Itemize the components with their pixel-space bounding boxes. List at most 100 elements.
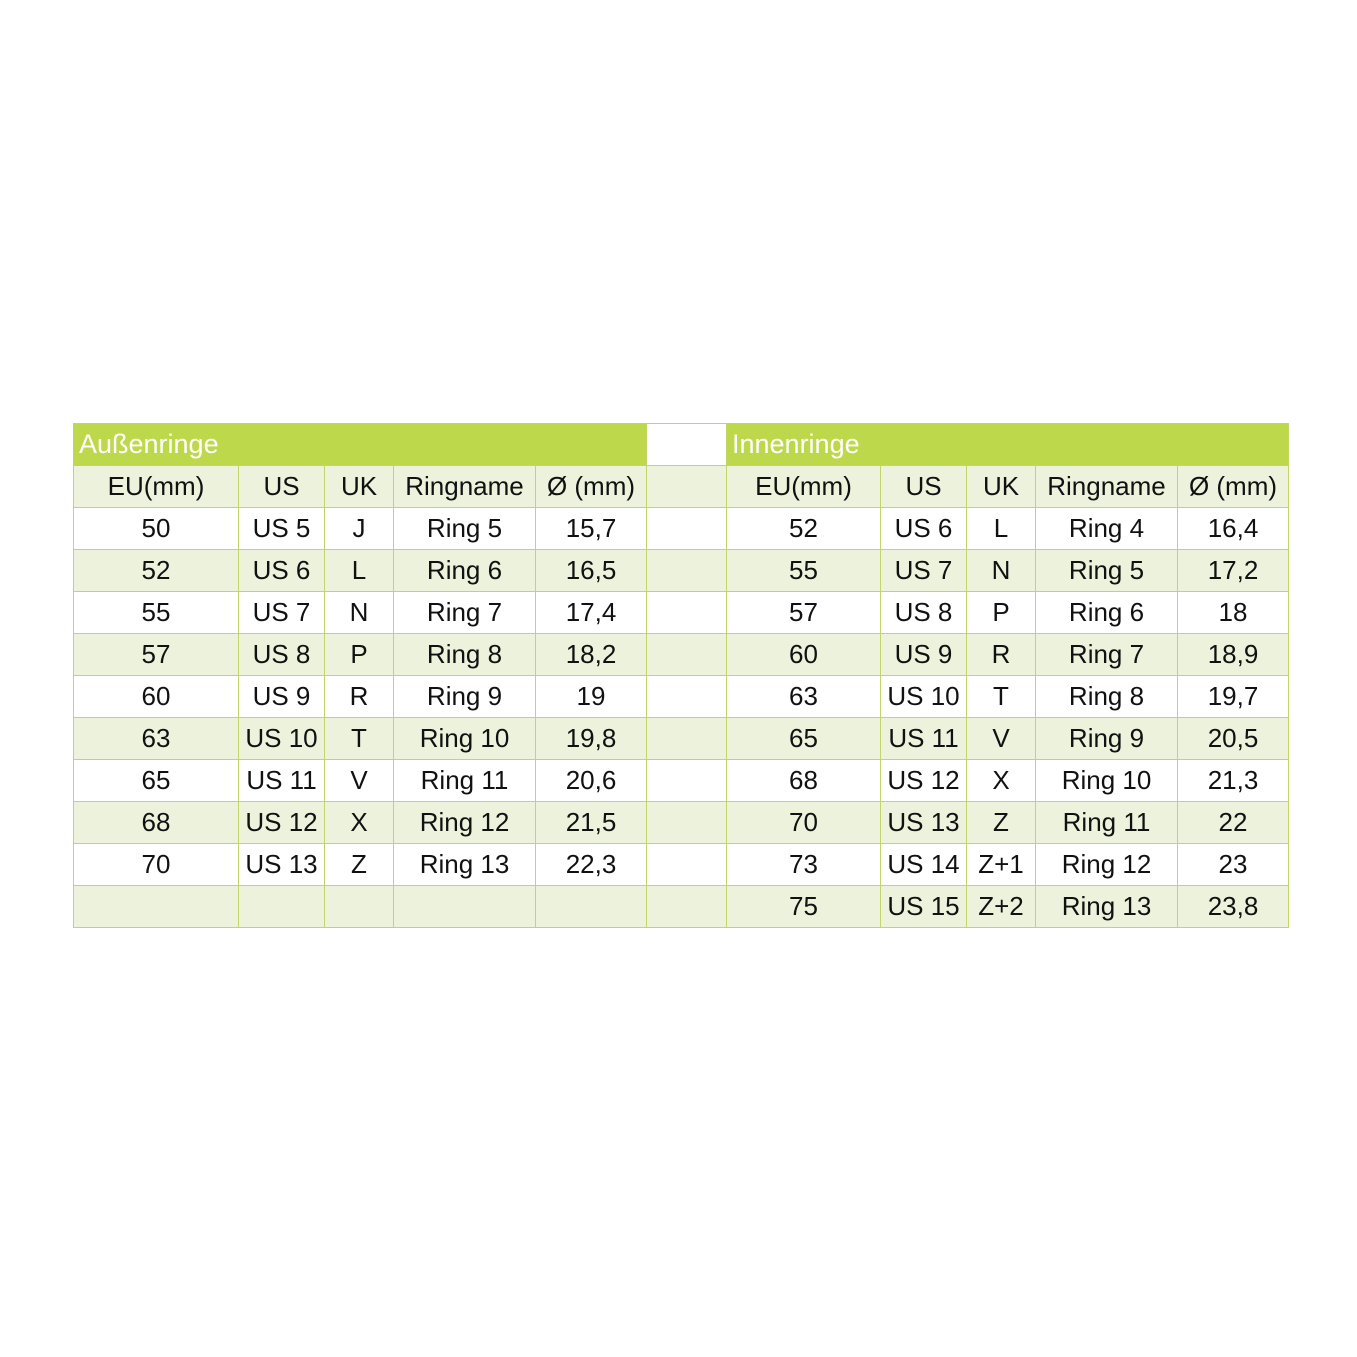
outer-cell: US 13 [238, 843, 325, 886]
inner-cell: Z [966, 801, 1036, 844]
inner-cell: 22 [1177, 801, 1289, 844]
column-header: Ø (mm) [535, 465, 647, 508]
table-row: 63 US 10 T Ring 10 19,8 65 US 11 V Ring 9 20,5 [73, 717, 1289, 760]
inner-cell: US 9 [880, 633, 967, 676]
column-header: Ringname [1035, 465, 1178, 508]
outer-cell: US 7 [238, 591, 325, 634]
inner-cell: 23,8 [1177, 885, 1289, 928]
inner-cell: US 10 [880, 675, 967, 718]
inner-cell: 52 [726, 507, 881, 550]
outer-cell: US 9 [238, 675, 325, 718]
outer-cell: 65 [73, 759, 239, 802]
inner-cell: P [966, 591, 1036, 634]
inner-cell: 68 [726, 759, 881, 802]
inner-cell: R [966, 633, 1036, 676]
outer-cell: X [324, 801, 394, 844]
inner-cell: US 15 [880, 885, 967, 928]
outer-cell: 21,5 [535, 801, 647, 844]
outer-cell: 19,8 [535, 717, 647, 760]
inner-cell: L [966, 507, 1036, 550]
outer-cell: Ring 7 [393, 591, 536, 634]
spacer-cell [646, 507, 727, 550]
outer-cell: 70 [73, 843, 239, 886]
outer-cell: 19 [535, 675, 647, 718]
inner-cell: Z+1 [966, 843, 1036, 886]
inner-cell: 60 [726, 633, 881, 676]
outer-cell: 17,4 [535, 591, 647, 634]
inner-cell: T [966, 675, 1036, 718]
inner-cell: 21,3 [1177, 759, 1289, 802]
outer-cell: V [324, 759, 394, 802]
outer-cell: US 12 [238, 801, 325, 844]
inner-cell: Ring 4 [1035, 507, 1178, 550]
inner-cell: 70 [726, 801, 881, 844]
inner-title: Innenringe [726, 423, 1289, 466]
outer-cell: Ring 10 [393, 717, 536, 760]
spacer-cell [646, 591, 727, 634]
inner-cell: 75 [726, 885, 881, 928]
table-row: 70 US 13 Z Ring 13 22,3 73 US 14 Z+1 Ring 12 23 [73, 843, 1289, 886]
spacer-cell [646, 717, 727, 760]
inner-cell: N [966, 549, 1036, 592]
outer-cell: 50 [73, 507, 239, 550]
table-row: 57 US 8 P Ring 8 18,2 60 US 9 R Ring 7 18,9 [73, 633, 1289, 676]
outer-cell: Ring 6 [393, 549, 536, 592]
outer-cell: 20,6 [535, 759, 647, 802]
inner-cell: US 12 [880, 759, 967, 802]
inner-cell: US 8 [880, 591, 967, 634]
table-row: 52 US 6 L Ring 6 16,5 55 US 7 N Ring 5 17,2 [73, 549, 1289, 592]
spacer-cell [646, 759, 727, 802]
outer-cell: Ring 12 [393, 801, 536, 844]
ring-size-table: Außenringe Innenringe EU(mm) US UK Ringname Ø … [73, 423, 1289, 928]
outer-cell: R [324, 675, 394, 718]
inner-cell: 65 [726, 717, 881, 760]
outer-cell: Z [324, 843, 394, 886]
outer-cell: Ring 5 [393, 507, 536, 550]
column-header: Ringname [393, 465, 536, 508]
title-row: Außenringe Innenringe [73, 423, 1289, 466]
inner-cell: US 11 [880, 717, 967, 760]
outer-cell: Ring 9 [393, 675, 536, 718]
outer-cell [324, 885, 394, 928]
column-header: US [880, 465, 967, 508]
table-row: 60 US 9 R Ring 9 19 63 US 10 T Ring 8 19,7 [73, 675, 1289, 718]
inner-cell: Ring 9 [1035, 717, 1178, 760]
spacer-cell [646, 675, 727, 718]
inner-cell: Ring 13 [1035, 885, 1178, 928]
column-header: EU(mm) [726, 465, 881, 508]
outer-cell [535, 885, 647, 928]
outer-cell: US 5 [238, 507, 325, 550]
outer-cell: Ring 8 [393, 633, 536, 676]
inner-cell: Z+2 [966, 885, 1036, 928]
inner-cell: 17,2 [1177, 549, 1289, 592]
outer-cell: 18,2 [535, 633, 647, 676]
outer-cell: N [324, 591, 394, 634]
inner-cell: 18,9 [1177, 633, 1289, 676]
outer-cell: P [324, 633, 394, 676]
spacer-cell [646, 549, 727, 592]
outer-cell [393, 885, 536, 928]
column-header: Ø (mm) [1177, 465, 1289, 508]
inner-cell: Ring 11 [1035, 801, 1178, 844]
outer-cell: 63 [73, 717, 239, 760]
spacer-cell [646, 465, 727, 508]
table-row: 68 US 12 X Ring 12 21,5 70 US 13 Z Ring 11 22 [73, 801, 1289, 844]
inner-cell: 19,7 [1177, 675, 1289, 718]
outer-cell: 22,3 [535, 843, 647, 886]
outer-cell: L [324, 549, 394, 592]
inner-cell: Ring 12 [1035, 843, 1178, 886]
spacer-cell [646, 801, 727, 844]
inner-cell: US 13 [880, 801, 967, 844]
outer-cell: J [324, 507, 394, 550]
outer-cell: US 8 [238, 633, 325, 676]
inner-cell: 20,5 [1177, 717, 1289, 760]
outer-cell: 55 [73, 591, 239, 634]
table-row: 50 US 5 J Ring 5 15,7 52 US 6 L Ring 4 16,4 [73, 507, 1289, 550]
outer-cell: 52 [73, 549, 239, 592]
inner-cell: 16,4 [1177, 507, 1289, 550]
inner-cell: Ring 7 [1035, 633, 1178, 676]
table-row: 55 US 7 N Ring 7 17,4 57 US 8 P Ring 6 18 [73, 591, 1289, 634]
column-header: UK [966, 465, 1036, 508]
outer-cell: US 11 [238, 759, 325, 802]
inner-cell: Ring 5 [1035, 549, 1178, 592]
